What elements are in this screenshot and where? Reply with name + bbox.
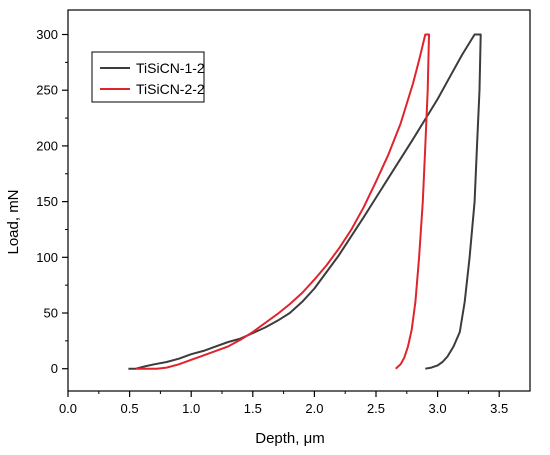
x-axis-label: Depth, μm: [255, 430, 325, 447]
plot-frame: [67, 9, 531, 392]
y-tick-label: 150: [36, 194, 58, 209]
x-axis: 0.0 0.5 1.0 1.5 2.0 2.5 3.0 3.5: [59, 391, 508, 416]
legend: TiSiCN-1-2 TiSiCN-2-2: [91, 51, 205, 103]
x-tick-label: 3.5: [490, 401, 508, 416]
series-line-1: [128, 33, 482, 370]
x-tick-label: 3.0: [429, 401, 447, 416]
x-tick-label: 1.0: [182, 401, 200, 416]
legend-label: TiSiCN-1-2: [136, 60, 205, 76]
x-tick-label: 0.5: [121, 401, 139, 416]
x-tick-label: 1.5: [244, 401, 262, 416]
y-tick-label: 100: [36, 250, 58, 265]
y-tick-label: 0: [51, 361, 58, 376]
series-line-2: [135, 33, 430, 370]
x-tick-label: 2.0: [305, 401, 323, 416]
x-tick-label: 0.0: [59, 401, 77, 416]
legend-label: TiSiCN-2-2: [136, 81, 205, 97]
plot-area: [67, 9, 531, 392]
y-tick-label: 300: [36, 27, 58, 42]
series-lines: [128, 33, 482, 370]
y-tick-label: 250: [36, 83, 58, 98]
y-tick-label: 200: [36, 138, 58, 153]
legend-box: [91, 51, 205, 103]
y-tick-label: 50: [44, 306, 58, 321]
y-axis-label: Load, mN: [5, 189, 22, 254]
x-tick-label: 2.5: [367, 401, 385, 416]
y-axis: 0 50 100 150 200 250 300: [36, 27, 68, 376]
